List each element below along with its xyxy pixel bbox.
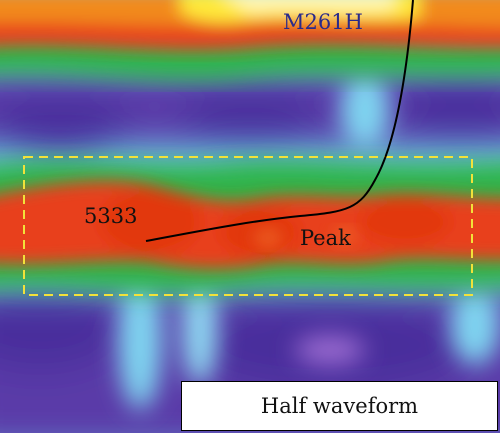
event-label: Peak bbox=[300, 226, 351, 250]
caption-text: Half waveform bbox=[260, 394, 419, 418]
upper-peak-band bbox=[0, 0, 500, 51]
highlight-box bbox=[23, 156, 473, 296]
trough-gap-layer bbox=[118, 70, 500, 410]
caption-box: Half waveform bbox=[181, 381, 498, 431]
trace-label: 5333 bbox=[84, 204, 137, 228]
well-label: M261H bbox=[283, 10, 363, 34]
well-path bbox=[145, 0, 414, 242]
trough-layer bbox=[0, 70, 500, 433]
peak-highlight-layer bbox=[254, 227, 357, 248]
